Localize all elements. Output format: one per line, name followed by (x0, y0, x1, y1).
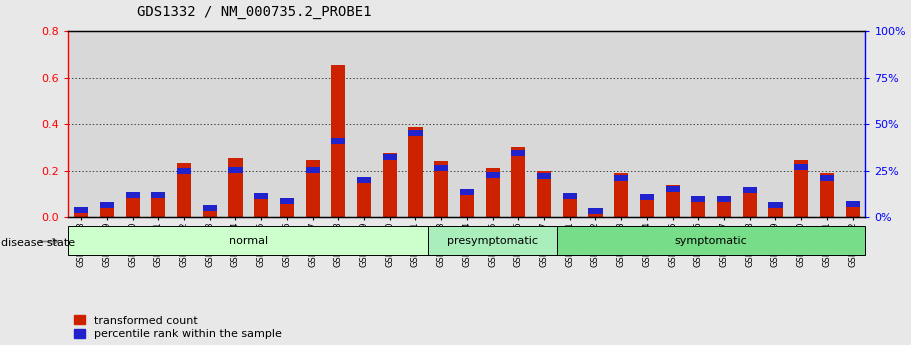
Bar (640, 194, 654, 217)
Bar (666, 186, 680, 192)
Bar (229, 158, 242, 217)
Text: disease state: disease state (1, 238, 75, 248)
Legend: transformed count, percentile rank within the sample: transformed count, percentile rank withi… (74, 315, 281, 339)
Bar (202, 205, 217, 211)
Bar (691, 196, 705, 201)
Text: symptomatic: symptomatic (675, 236, 748, 246)
Bar (768, 203, 783, 217)
Bar (486, 168, 499, 217)
Bar (511, 148, 526, 217)
Bar (742, 187, 757, 217)
Bar (151, 192, 166, 217)
Bar (383, 153, 397, 217)
Bar (845, 202, 860, 217)
Bar (126, 192, 139, 217)
Text: normal: normal (229, 236, 268, 246)
Bar (511, 150, 526, 156)
Bar (794, 160, 808, 217)
Bar (717, 196, 732, 217)
Bar (74, 211, 88, 217)
Bar (357, 177, 371, 183)
Text: GDS1332 / NM_000735.2_PROBE1: GDS1332 / NM_000735.2_PROBE1 (137, 5, 371, 19)
Bar (408, 130, 423, 136)
Bar (280, 199, 294, 217)
Text: presymptomatic: presymptomatic (447, 236, 538, 246)
Bar (820, 175, 834, 181)
Bar (742, 187, 757, 193)
Bar (460, 189, 474, 217)
Bar (100, 202, 114, 208)
Bar (305, 167, 320, 173)
Bar (126, 192, 139, 198)
Bar (563, 193, 577, 199)
Bar (68, 226, 428, 255)
Bar (151, 192, 166, 198)
Bar (640, 194, 654, 200)
Bar (280, 198, 294, 204)
Bar (357, 177, 371, 217)
Bar (557, 226, 865, 255)
Bar (717, 196, 732, 201)
Bar (305, 160, 320, 217)
Bar (383, 155, 397, 160)
Bar (589, 208, 602, 214)
Bar (460, 189, 474, 195)
Bar (845, 201, 860, 207)
Bar (614, 173, 629, 217)
Bar (229, 167, 242, 173)
Bar (589, 211, 602, 217)
Bar (486, 172, 499, 178)
Bar (563, 194, 577, 217)
Bar (691, 196, 705, 217)
Bar (614, 175, 629, 181)
Bar (428, 226, 557, 255)
Bar (768, 202, 783, 208)
Bar (820, 173, 834, 217)
Bar (537, 173, 551, 179)
Bar (254, 194, 268, 217)
Bar (537, 171, 551, 217)
Bar (435, 161, 448, 217)
Bar (408, 127, 423, 217)
Bar (74, 207, 88, 213)
Bar (332, 138, 345, 144)
Bar (202, 208, 217, 217)
Bar (794, 164, 808, 170)
Bar (177, 162, 191, 217)
Bar (177, 168, 191, 174)
Bar (332, 65, 345, 217)
Bar (435, 165, 448, 171)
Bar (100, 205, 114, 217)
Bar (666, 185, 680, 217)
Bar (254, 193, 268, 199)
